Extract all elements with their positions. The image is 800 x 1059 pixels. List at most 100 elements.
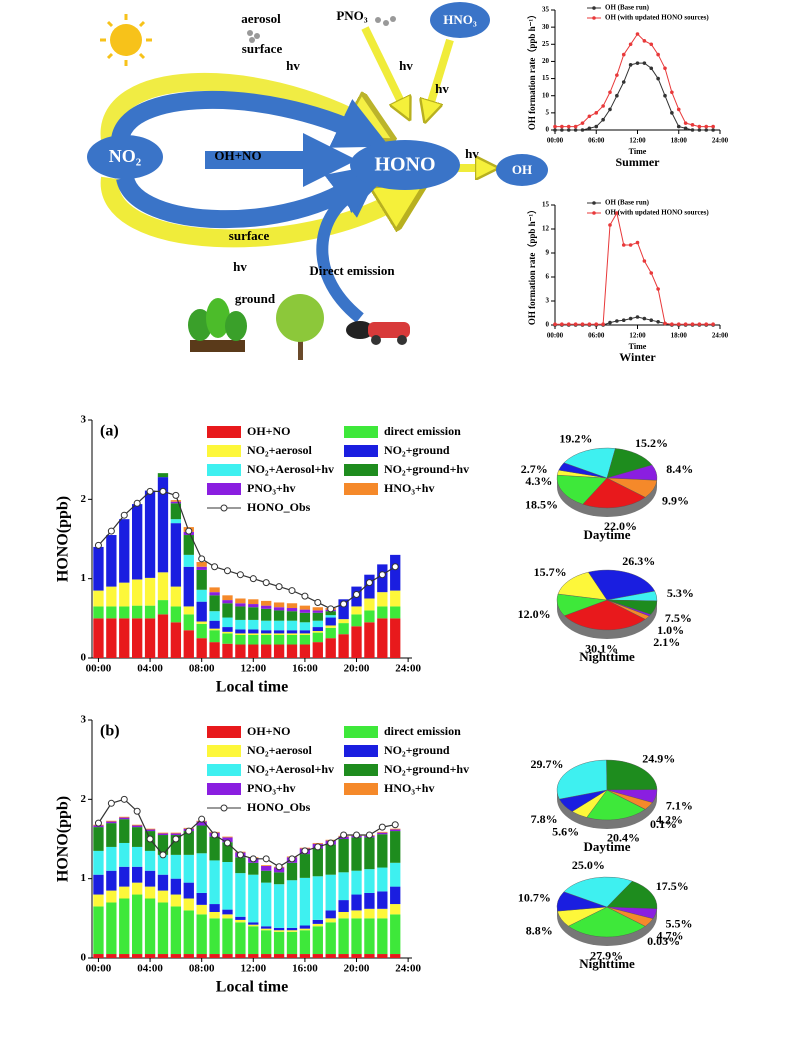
pie-slice <box>606 880 658 909</box>
bar-segment <box>235 919 246 923</box>
obs-point <box>172 491 180 499</box>
bar-segment <box>170 954 182 958</box>
bar-segment <box>299 928 311 931</box>
bar-segment <box>106 535 117 587</box>
pie-slice <box>563 447 616 479</box>
chart-title: Summer <box>616 155 661 169</box>
legend-label: HNO₃+hv <box>384 781 434 795</box>
bar-segment <box>157 833 169 836</box>
x-tick-label: 12:00 <box>240 663 266 675</box>
point <box>566 322 571 327</box>
pie-slice <box>568 906 646 938</box>
value-label: 7.1% <box>666 799 693 813</box>
diagram-label: PNO₃ <box>336 8 367 23</box>
bar-segment <box>248 633 259 635</box>
bar-segment <box>364 574 375 599</box>
x-tick-label: 04:00 <box>137 663 163 675</box>
diagram-label: OH <box>512 162 532 177</box>
diagram-label: hv <box>399 58 413 73</box>
point <box>560 124 564 129</box>
bar-segment <box>351 614 362 627</box>
bar-segment <box>196 914 207 955</box>
x-tick-label: 08:00 <box>189 663 215 675</box>
arrow <box>316 179 379 323</box>
legend-label: OH (Base run) <box>605 4 650 12</box>
bar-segment <box>93 618 104 658</box>
bar-segment <box>286 644 298 658</box>
y-tick-label: 0 <box>546 126 550 134</box>
node <box>430 2 490 38</box>
bar-segment <box>312 612 323 621</box>
node <box>87 135 163 179</box>
legend-label: PNO₃+hv <box>247 481 295 495</box>
diagram-label: Direct emission <box>309 263 395 278</box>
bar-segment <box>261 926 272 929</box>
bar-segment <box>312 642 323 658</box>
point <box>615 73 619 77</box>
y-tick-label: 35 <box>542 6 550 14</box>
value-label: 8.8% <box>526 924 553 938</box>
point <box>697 124 702 129</box>
arrow <box>428 38 454 112</box>
point <box>670 90 674 95</box>
bar-segment <box>183 882 194 899</box>
obs-point <box>353 831 361 839</box>
bar-segment <box>144 577 156 606</box>
pie-slice <box>606 477 658 498</box>
bar-segment <box>390 618 401 658</box>
obs-point <box>107 527 115 535</box>
bar-segment <box>377 606 388 619</box>
bar-segment <box>338 900 349 912</box>
value-label: 2.1% <box>653 635 680 649</box>
legend-label: NO₂+aerosol <box>247 443 313 457</box>
legend-label: direct emission <box>384 424 461 438</box>
bar-segment <box>144 954 156 958</box>
obs-point <box>236 851 244 859</box>
value-label: 4.3% <box>525 474 552 488</box>
bar-segment <box>248 862 259 875</box>
bar-segment <box>132 846 143 867</box>
bar-segment <box>222 603 233 618</box>
bar-segment <box>106 870 117 891</box>
bar-segment <box>377 618 388 658</box>
bar-segment <box>106 902 117 955</box>
value-label: 5.3% <box>667 586 694 600</box>
bar-segment <box>132 894 143 955</box>
bar-segment <box>106 823 117 847</box>
bar-segment <box>93 546 104 591</box>
bar-segment <box>261 644 272 658</box>
x-tick-label: 20:00 <box>344 963 370 975</box>
point <box>573 322 578 327</box>
bar-segment <box>209 592 220 596</box>
bar-segment <box>325 918 336 923</box>
bar-segment <box>325 922 336 955</box>
point <box>580 128 585 132</box>
point <box>594 322 599 327</box>
bar-segment <box>170 835 182 855</box>
bar-segment <box>261 865 272 866</box>
point <box>635 32 640 36</box>
obs-point <box>327 605 335 613</box>
bar-segment <box>286 880 298 928</box>
bar-segment <box>325 625 336 628</box>
bar-segment <box>312 631 323 633</box>
point <box>704 128 709 132</box>
diagram-label: surface <box>242 41 283 56</box>
bar-segment <box>364 954 375 958</box>
bar-segment <box>338 599 349 620</box>
bar-segment <box>312 607 323 611</box>
y-tick-label: 3 <box>81 714 87 726</box>
pie-slice <box>557 571 608 601</box>
point <box>663 93 667 98</box>
legend-label: NO₂+ground <box>384 743 450 757</box>
obs-point <box>378 823 386 831</box>
bar-segment <box>261 882 272 927</box>
bar-segment <box>325 638 336 658</box>
bar-segment <box>364 622 375 658</box>
bar-segment <box>106 586 117 607</box>
obs-point <box>120 511 128 519</box>
legend-label: PNO₃+hv <box>247 781 295 795</box>
legend-label: NO₂+aerosol <box>247 743 313 757</box>
obs-point <box>340 600 348 608</box>
bar-segment <box>364 908 375 919</box>
